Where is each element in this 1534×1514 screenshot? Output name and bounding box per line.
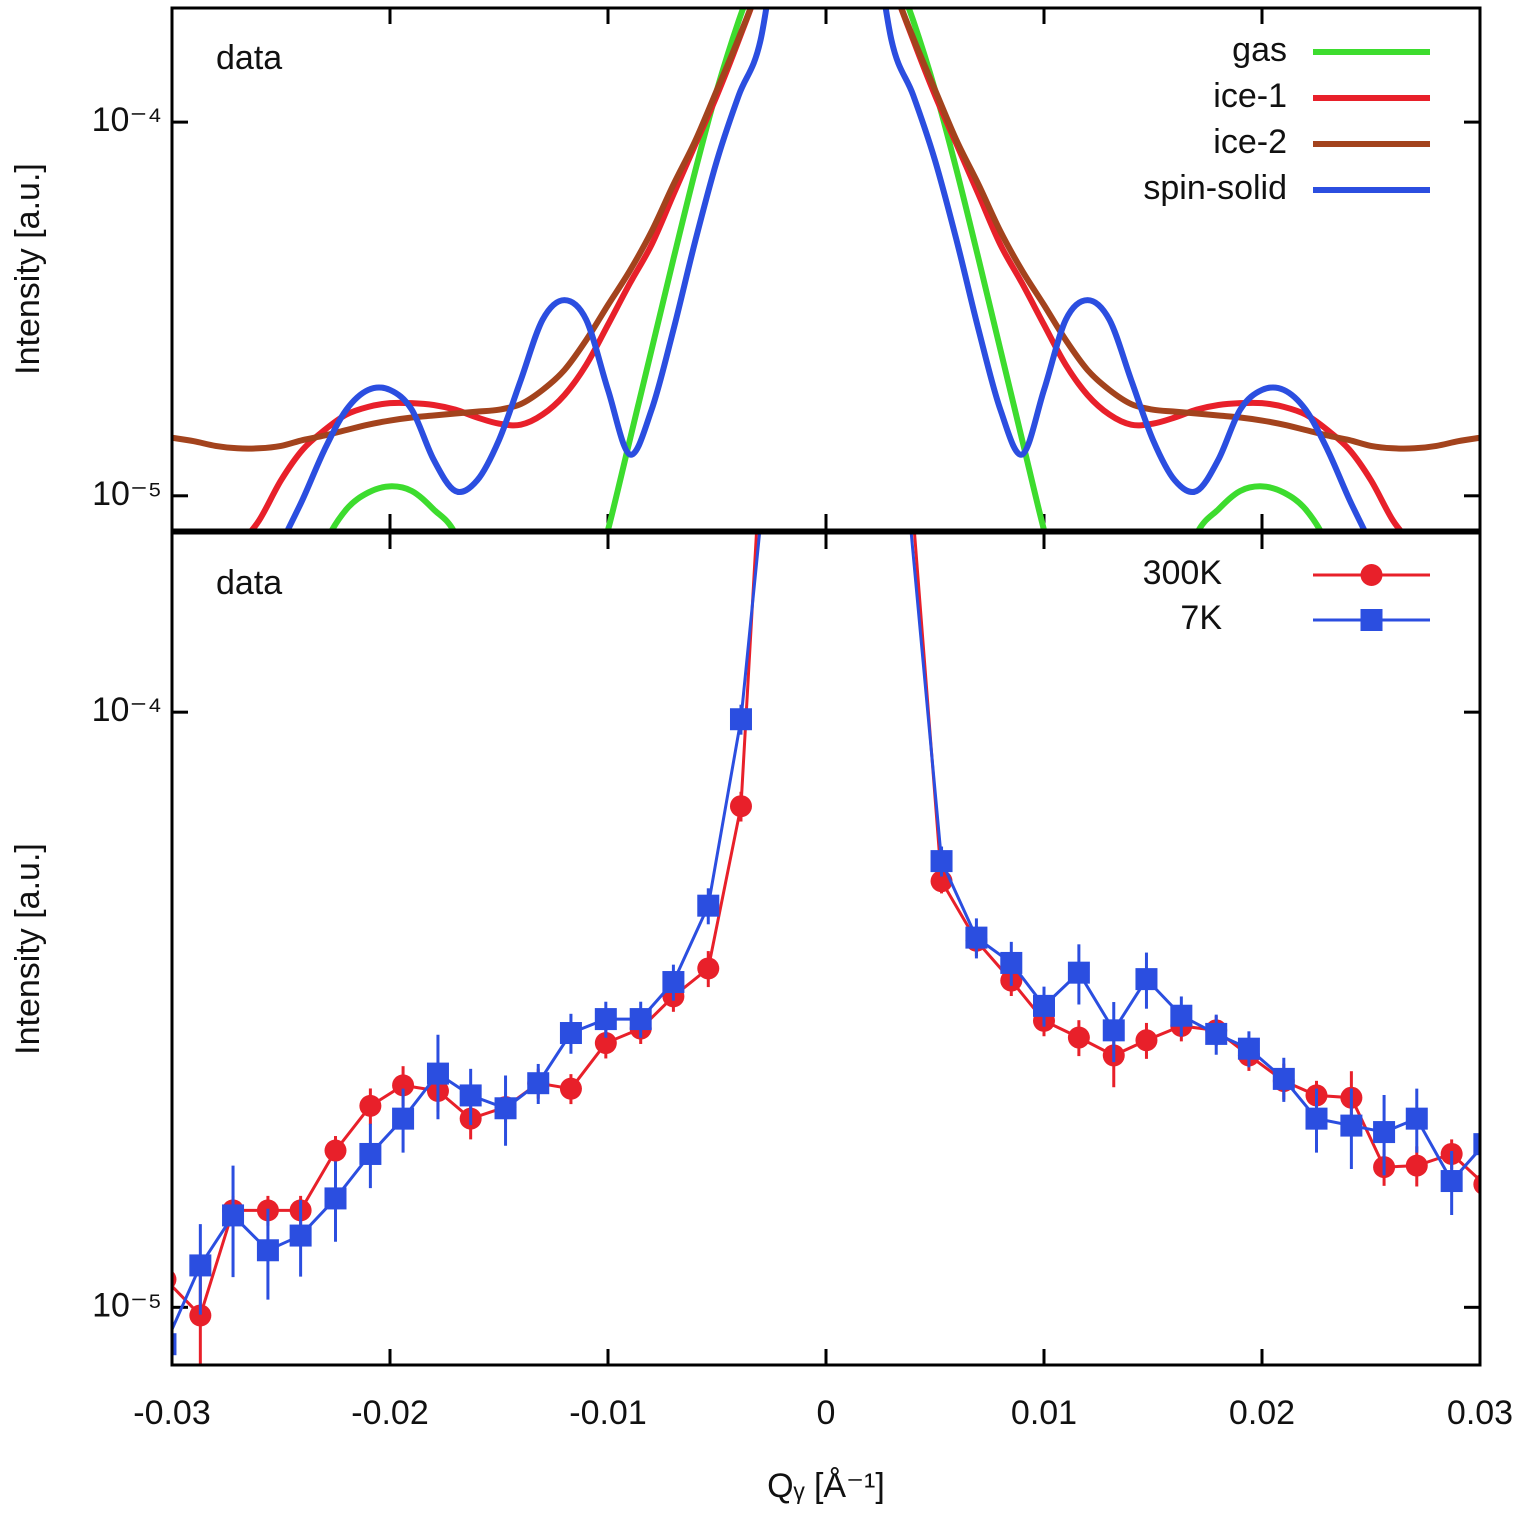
marker [256, 1239, 279, 1262]
plot-frame [170, 531, 1482, 1367]
marker [1135, 1029, 1158, 1052]
marker [1405, 1107, 1428, 1130]
annotation: data [216, 564, 282, 602]
marker [392, 1107, 415, 1130]
marker [324, 1139, 347, 1162]
y-tick-label: 10⁻⁴ [92, 691, 162, 729]
marker [1360, 609, 1383, 631]
plot-frame [170, 6, 1482, 532]
x-tick-label: 0.03 [1447, 1394, 1513, 1432]
marker [324, 1187, 347, 1210]
marker [1135, 968, 1158, 991]
marker [729, 795, 752, 818]
marker [494, 1097, 517, 1120]
marker [1405, 1154, 1428, 1177]
marker [965, 926, 988, 949]
marker [662, 971, 685, 994]
marker [629, 1008, 652, 1031]
x-tick-label: -0.02 [351, 1394, 429, 1432]
y-tick-label: 10⁻⁴ [92, 101, 162, 139]
x-tick-label: -0.01 [569, 1394, 647, 1432]
marker [1360, 564, 1383, 586]
marker [1205, 1022, 1228, 1045]
marker [1067, 961, 1090, 984]
line-series [284, 8, 1368, 530]
legend-label: 300K [1143, 554, 1223, 592]
marker [697, 957, 720, 980]
legend-label: spin-solid [1143, 169, 1287, 207]
marker [594, 1008, 617, 1031]
marker [392, 1074, 415, 1097]
marker [359, 1142, 382, 1165]
marker [1473, 1133, 1480, 1156]
marker [459, 1084, 482, 1107]
marker [1440, 1170, 1463, 1193]
marker [1272, 1067, 1295, 1090]
marker [930, 850, 953, 873]
x-axis-label: Qᵧ [Å⁻¹] [767, 1467, 885, 1505]
marker [426, 1062, 449, 1085]
marker [289, 1224, 312, 1247]
marker [729, 708, 752, 731]
marker [189, 1304, 212, 1327]
x-tick-label: 0 [817, 1394, 836, 1432]
marker [1067, 1026, 1090, 1049]
line-series [328, 8, 1324, 530]
marker [1473, 1174, 1480, 1195]
marker [1033, 994, 1055, 1017]
annotation: data [216, 39, 282, 77]
y-tick-label: 10⁻⁵ [92, 1286, 162, 1324]
marker [172, 1333, 177, 1356]
x-tick-label: 0.01 [1011, 1394, 1077, 1432]
y-axis-label: Intensity [a.u.] [9, 163, 47, 375]
marker [1305, 1107, 1328, 1130]
y-tick-label: 10⁻⁵ [92, 475, 162, 513]
marker [1237, 1037, 1260, 1060]
marker [697, 894, 720, 917]
marker [527, 1072, 550, 1095]
marker [559, 1022, 582, 1045]
line-series [172, 8, 1480, 452]
marker [222, 1204, 245, 1227]
marker [189, 1254, 212, 1277]
legend-label: 7K [1180, 599, 1222, 637]
legend-label: ice-1 [1213, 77, 1287, 115]
x-tick-label: 0.02 [1229, 1394, 1295, 1432]
marker [1170, 1004, 1193, 1027]
marker [1102, 1019, 1125, 1042]
y-axis-label: Intensity [a.u.] [9, 843, 47, 1055]
x-tick-label: -0.03 [133, 1394, 211, 1432]
legend-label: ice-2 [1213, 123, 1287, 161]
marker [1373, 1121, 1396, 1144]
marker [594, 1032, 617, 1055]
marker [1000, 951, 1023, 974]
marker [559, 1077, 582, 1100]
marker [1340, 1114, 1363, 1137]
legend-label: gas [1232, 31, 1287, 69]
line-series [248, 8, 1404, 530]
marker [359, 1094, 382, 1117]
